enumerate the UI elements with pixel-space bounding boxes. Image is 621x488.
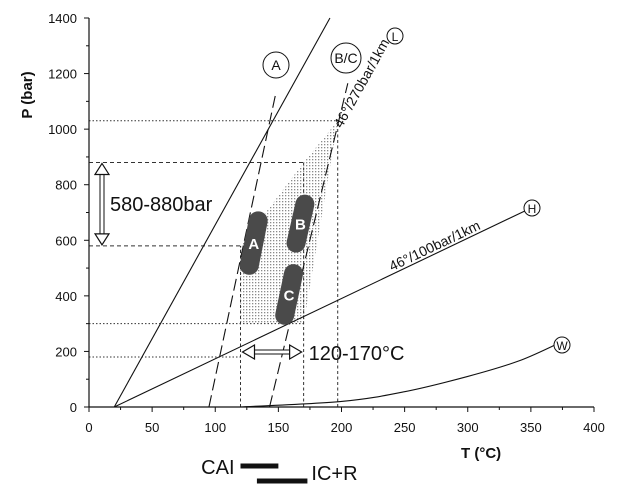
series-marker-label: L [392,30,399,44]
x-axis-title: T (°C) [461,445,501,462]
annotations-layer: 580-880bar 120-170°C CAI IC+R [93,162,405,485]
x-tick-label: 200 [331,420,353,435]
series-marker-circle [262,51,290,79]
x-tick-label: 400 [583,420,605,435]
series-marker-label: A [271,57,281,73]
series-marker-label: H [528,202,537,216]
points-layer: A B C [239,194,315,325]
x-tick-label: 300 [457,420,479,435]
x-tick-label: 350 [520,420,542,435]
series-marker-circle [553,336,571,354]
series-line-l [113,17,331,408]
pod-label-b: B [295,217,306,234]
pod-c [275,264,304,325]
series-line-w [240,343,557,408]
shaded-region-layer [240,120,338,324]
y-tick-label: 1200 [48,67,77,82]
series-marker-label: W [556,339,568,353]
temperature-arrow-head-left [241,343,256,361]
x-tick-label: 100 [204,420,226,435]
pod-a [239,211,268,275]
series-marker-circle [330,42,362,74]
x-tick-label: 50 [145,420,159,435]
series-line-a [208,92,277,408]
y-tick-label: 800 [55,178,77,193]
y-tick-label: 1000 [48,122,77,137]
series-line-h [114,210,525,408]
x-tick-label: 150 [268,420,290,435]
series-name-label: 46°/100bar/1km [386,217,482,274]
pressure-arrow-head-bottom [93,233,111,246]
pressure-range-label: 580-880bar [110,194,213,216]
y-tick-label: 400 [55,289,77,304]
pressure-arrow-head-top [93,162,111,176]
series-marker-circle [386,27,404,45]
shaded-region [240,120,338,324]
series-marker-circle [523,199,541,217]
temperature-range-label: 120-170°C [309,343,405,365]
y-tick-label: 1400 [48,11,77,26]
axes-layer: 0 50 100 150 200 250 300 350 400 0 200 400 600 800 100… [48,11,605,435]
x-tick-label: 0 [85,420,92,435]
pod-label-a: A [248,236,259,253]
series-marker-label: B/C [334,50,357,66]
temperature-arrow-head-right [289,343,303,361]
y-axis-title: P (bar) [19,71,36,118]
pod-label-c: C [284,287,295,304]
range-bar-label: IC+R [311,463,357,485]
x-tick-label: 250 [394,420,416,435]
pod-b [286,194,315,253]
y-tick-label: 0 [70,400,77,415]
y-tick-label: 200 [55,344,77,359]
y-tick-label: 600 [55,233,77,248]
range-bar-label: CAI [201,457,234,479]
